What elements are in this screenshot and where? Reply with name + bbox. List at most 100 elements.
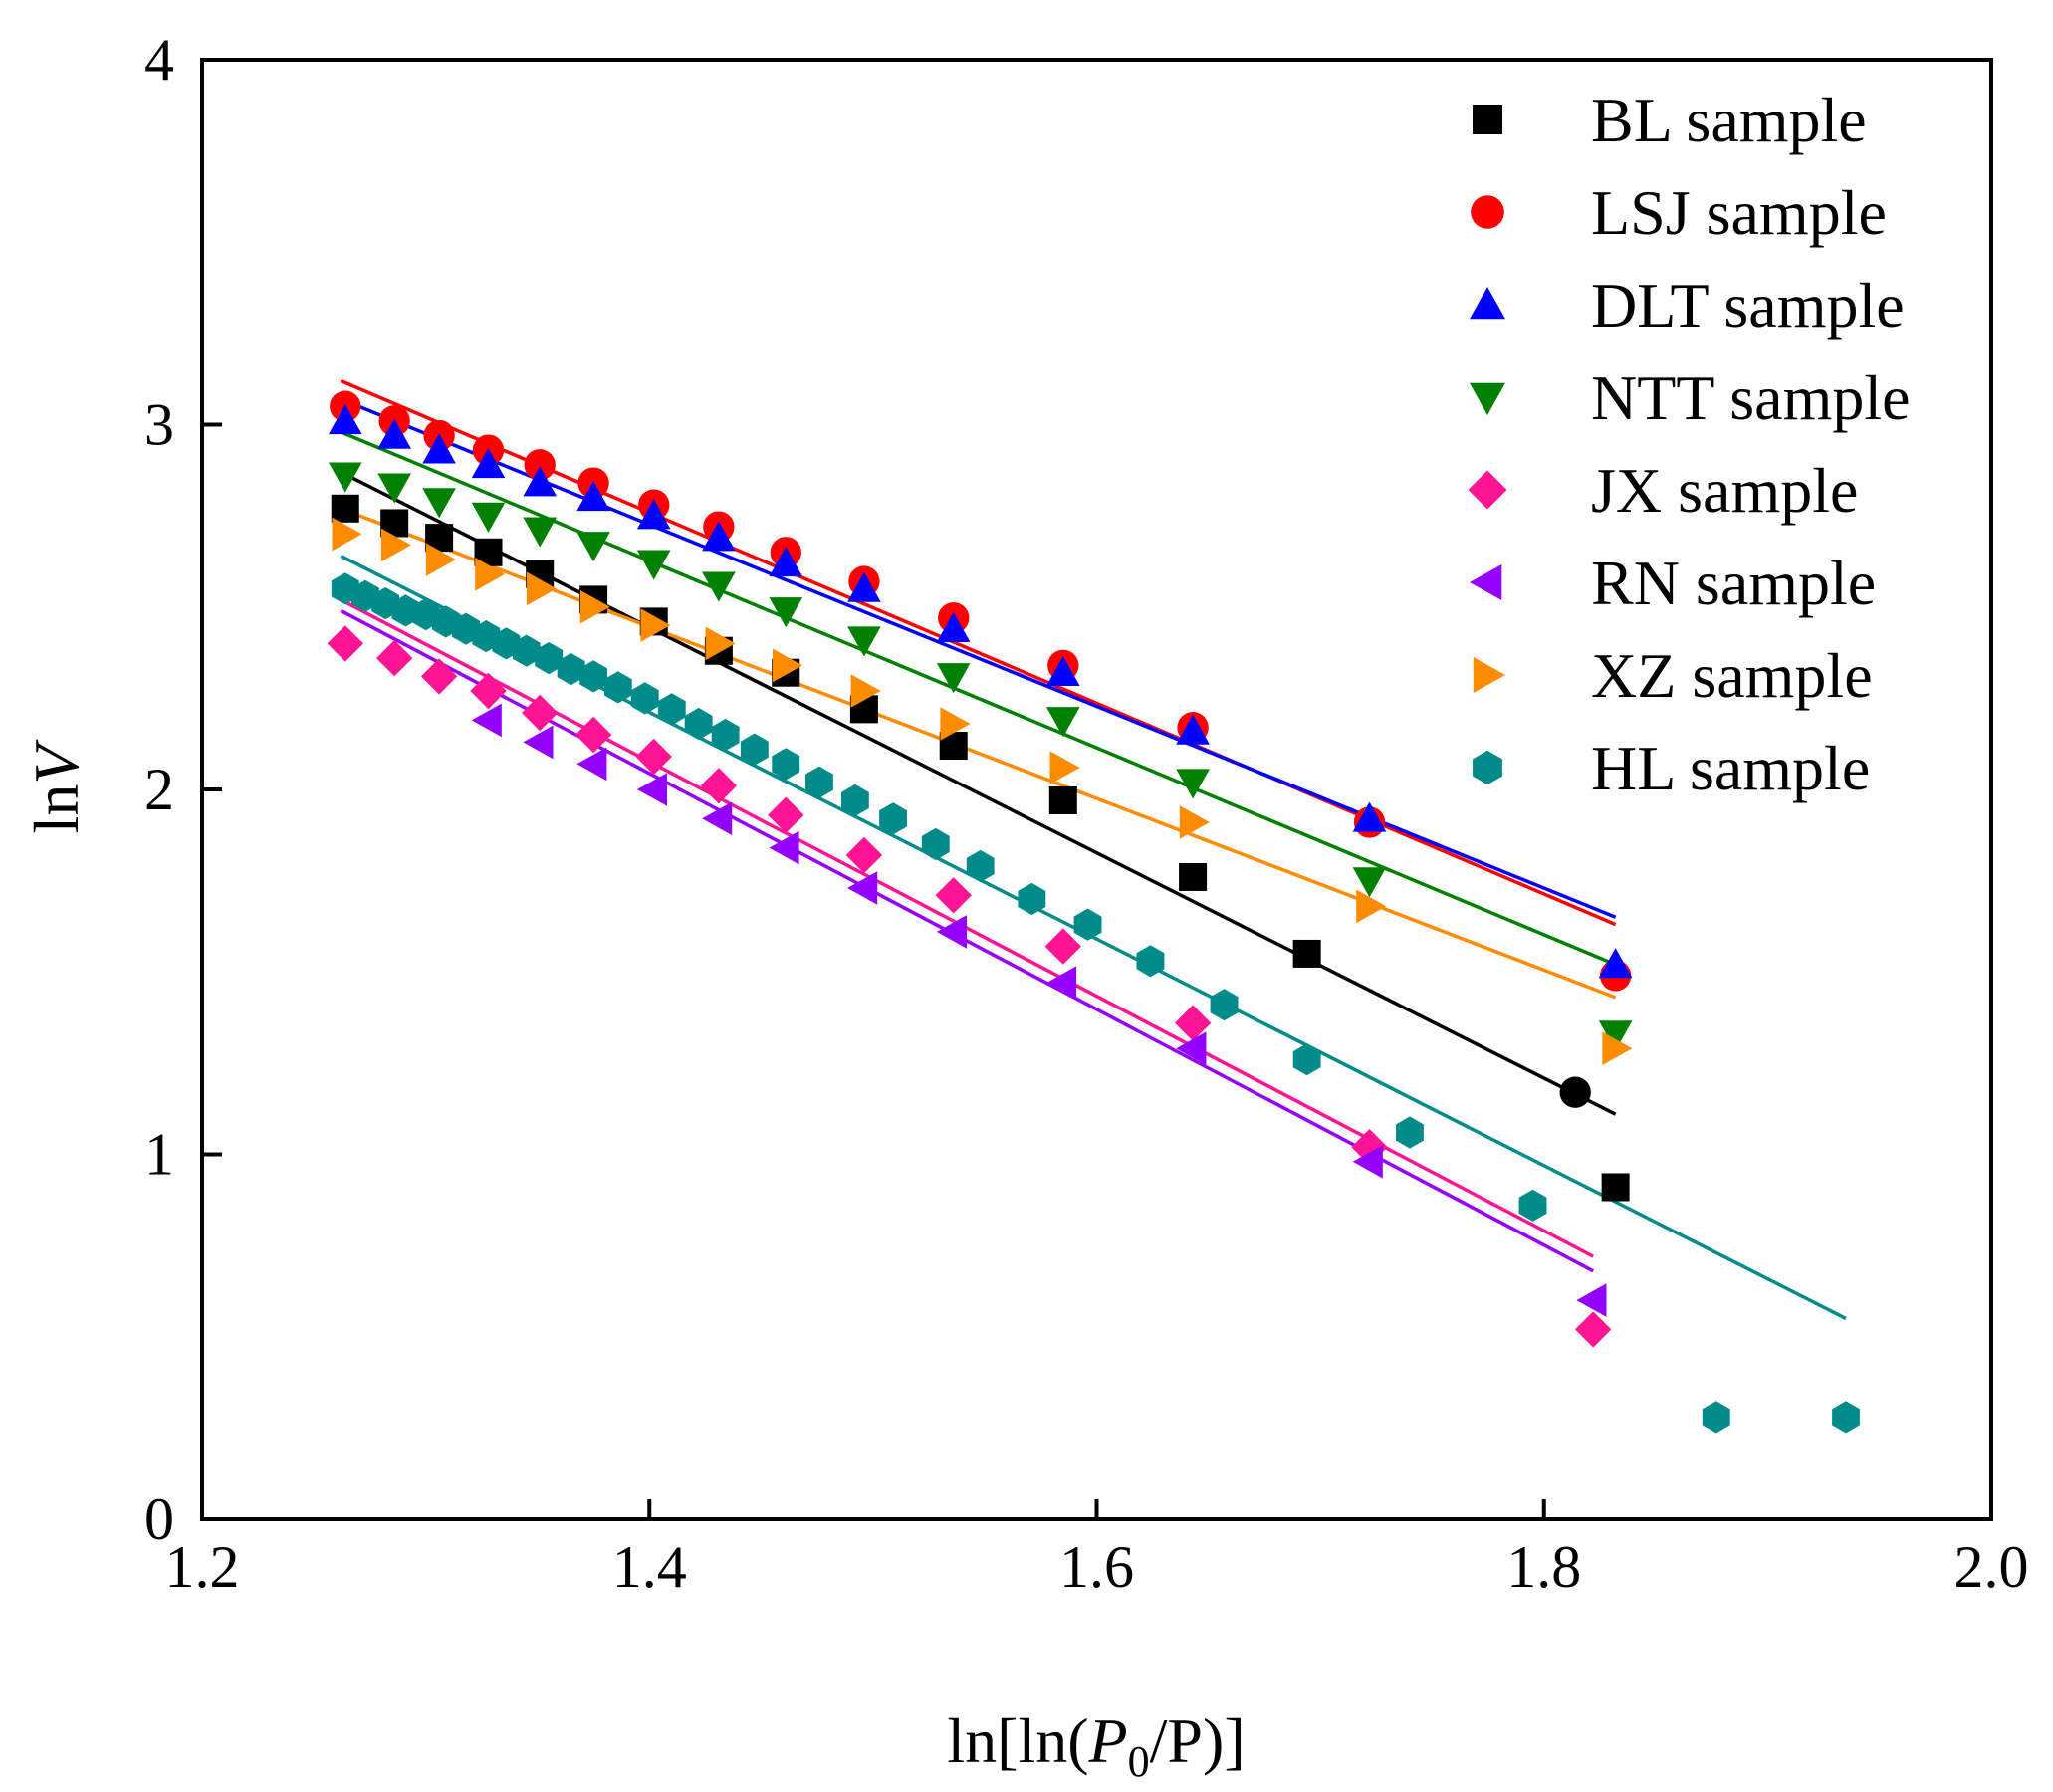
legend-label: RN sample	[1591, 548, 1876, 618]
data-point	[1702, 1401, 1730, 1434]
y-tick-label: 3	[144, 392, 174, 458]
data-point	[576, 532, 610, 562]
data-point	[522, 694, 559, 732]
y-tick-label: 2	[144, 757, 174, 822]
data-point	[422, 488, 456, 519]
data-point	[640, 608, 671, 642]
data-markers	[327, 390, 1860, 1434]
data-point	[1575, 1311, 1612, 1348]
data-point	[936, 663, 971, 694]
data-point	[702, 521, 736, 552]
data-point	[377, 473, 411, 504]
data-point	[1176, 769, 1210, 799]
data-point	[1351, 1129, 1388, 1166]
data-point	[535, 642, 564, 675]
data-point	[936, 611, 971, 642]
data-point	[523, 466, 557, 497]
x-axis-title: ln[ln(P0/P)]	[947, 1705, 1245, 1786]
data-point	[470, 672, 507, 710]
data-point	[557, 653, 585, 686]
x-tick-label: 2.0	[1954, 1534, 2029, 1600]
data-point	[1601, 1173, 1630, 1202]
data-point	[769, 830, 799, 865]
data-point	[523, 517, 557, 548]
data-point	[1046, 966, 1077, 1000]
data-point	[1292, 939, 1321, 968]
data-point	[1046, 655, 1080, 686]
data-point	[579, 590, 610, 624]
data-point	[1518, 1189, 1547, 1222]
x-tick-label: 1.6	[1059, 1534, 1134, 1600]
data-point	[1179, 805, 1210, 839]
data-point	[684, 707, 713, 741]
data-point	[1179, 862, 1208, 891]
data-point	[636, 773, 667, 806]
data-point	[1598, 1020, 1633, 1051]
data-point	[1352, 801, 1387, 832]
data-point	[630, 682, 659, 715]
data-point	[1176, 1031, 1207, 1065]
data-point	[711, 718, 740, 752]
data-point	[327, 625, 363, 662]
data-point	[471, 502, 506, 533]
data-point	[921, 827, 950, 861]
data-point	[769, 547, 803, 577]
legend-marker	[1473, 750, 1502, 785]
data-point	[524, 449, 556, 481]
data-point	[700, 768, 738, 804]
data-point	[768, 796, 804, 833]
x-axis-title-p: P	[1088, 1705, 1128, 1776]
data-point	[935, 877, 972, 914]
x-axis-title-suffix: /P)]	[1150, 1705, 1246, 1776]
data-point	[1292, 1043, 1321, 1076]
data-point	[1576, 1283, 1607, 1317]
legend-marker	[1468, 470, 1507, 510]
data-point	[1136, 945, 1165, 978]
data-point	[702, 801, 733, 836]
data-point	[1073, 908, 1102, 941]
legend-label: NTT sample	[1591, 362, 1911, 433]
data-point	[1352, 867, 1387, 898]
tick-labels: 1.2 1.4 1.6 1.8 2.0 0 1 2 3 4	[144, 27, 2029, 1600]
legend-label: LSJ sample	[1591, 177, 1887, 248]
data-point	[1352, 1145, 1383, 1179]
legend-label: JX sample	[1591, 455, 1858, 526]
data-point	[471, 703, 502, 738]
data-point	[702, 571, 736, 602]
data-point	[475, 558, 506, 591]
data-point	[769, 597, 803, 628]
data-point	[772, 748, 800, 781]
data-point	[1176, 714, 1210, 745]
data-point	[329, 462, 362, 493]
data-point	[936, 915, 967, 949]
data-point	[1046, 707, 1080, 738]
data-point	[576, 481, 610, 512]
legend-label: BL sample	[1591, 85, 1867, 155]
x-axis-title-sub: 0	[1128, 1737, 1150, 1786]
data-point	[420, 658, 458, 695]
x-tick-label: 1.8	[1506, 1534, 1581, 1600]
legend-marker	[1470, 564, 1502, 600]
data-point	[773, 648, 803, 683]
data-point	[740, 733, 769, 766]
legend-label: HL sample	[1591, 733, 1870, 803]
data-point	[512, 634, 541, 667]
data-point	[879, 802, 907, 835]
data-point	[705, 626, 736, 661]
legend-marker	[1473, 657, 1505, 693]
data-point	[579, 660, 607, 693]
data-point	[471, 448, 506, 479]
data-point	[845, 836, 883, 874]
data-point	[1044, 928, 1081, 965]
data-point	[657, 693, 686, 726]
fit-line	[340, 397, 1617, 919]
y-axis-title: lnV	[21, 739, 92, 834]
data-point	[847, 871, 878, 905]
data-point	[636, 550, 671, 580]
legend-label: XZ sample	[1591, 640, 1873, 711]
data-point	[603, 671, 632, 704]
legend-marker	[1473, 105, 1502, 134]
data-point	[847, 626, 881, 657]
data-point	[805, 766, 833, 798]
data-point	[1559, 1076, 1591, 1108]
